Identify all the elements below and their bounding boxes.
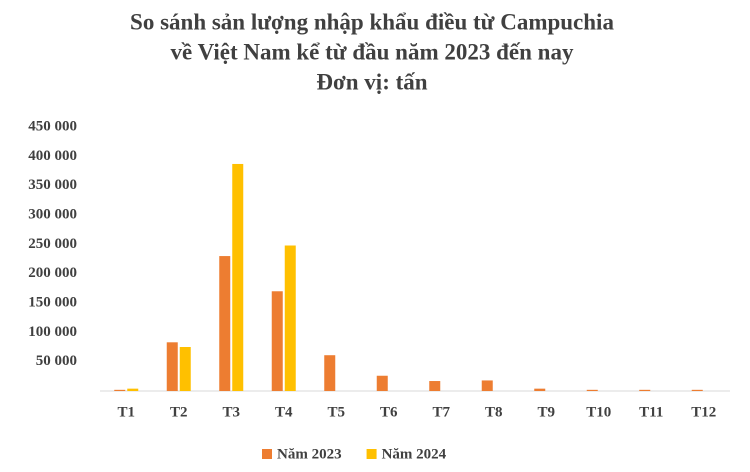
chart-subtitle: Đơn vị: tấn [316,69,427,94]
bar [324,355,336,391]
bar [481,380,493,391]
x-tick-label: T4 [275,404,293,420]
bar [691,389,703,391]
bar [166,342,178,391]
x-tick-label: T5 [327,404,345,420]
x-tick-label: T1 [117,404,135,420]
y-tick-label: 400 000 [28,148,77,164]
y-tick-label: 300 000 [28,206,77,222]
bar [179,347,191,391]
bar [127,388,139,391]
x-tick-label: T8 [485,404,503,420]
bar [534,388,546,391]
x-tick-label: T3 [222,404,240,420]
y-tick-label: 450 000 [28,118,77,134]
bar [639,389,651,391]
legend-swatch [366,449,377,459]
y-tick-label: 100 000 [28,324,77,340]
y-tick-label: 250 000 [28,236,77,252]
bar [586,389,598,391]
x-tick-label: T12 [691,404,716,420]
y-tick-label: 50 000 [36,353,77,369]
chart-title: So sánh sản lượng nhập khẩu điều từ Camp… [130,9,614,34]
x-tick-label: T10 [586,404,611,420]
x-tick-label: T6 [380,404,398,420]
bar [271,291,283,391]
bar [429,381,441,391]
x-tick-label: T2 [170,404,188,420]
y-tick-label: 350 000 [28,177,77,193]
bar [376,375,388,391]
legend-label: Năm 2023 [277,446,342,462]
y-tick-label: 200 000 [28,265,77,281]
legend-label: Năm 2024 [382,446,447,462]
y-tick-label: 150 000 [28,294,77,310]
bar [114,389,126,391]
chart-title: về Việt Nam kể từ đầu năm 2023 đến nay [171,39,574,64]
bar [232,163,244,391]
x-tick-label: T7 [432,404,450,420]
x-tick-label: T9 [537,404,555,420]
bar [219,256,231,391]
bar [284,245,296,391]
legend-swatch [262,449,272,459]
x-tick-label: T11 [639,404,663,420]
